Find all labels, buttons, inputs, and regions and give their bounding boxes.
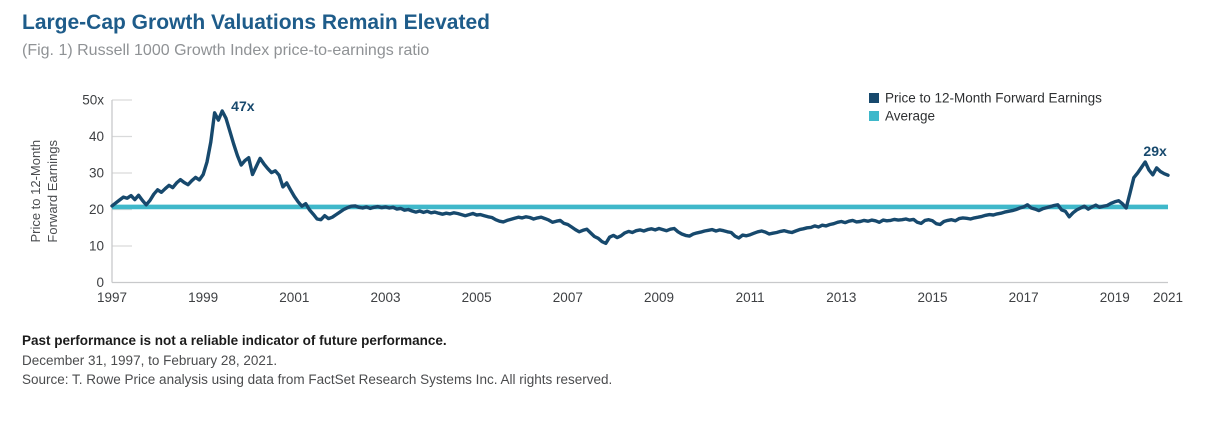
y-axis-title: Price to 12-Month	[28, 140, 43, 243]
value-annotation: 29x	[1143, 143, 1167, 159]
x-tick-label: 2011	[736, 290, 765, 305]
x-tick-label: 2003	[370, 290, 400, 305]
legend-swatch	[869, 111, 879, 121]
pe-ratio-chart: 0 10 20 30 40 50x Price to 12-Month Forward Ear…	[28, 91, 1183, 306]
y-tick-label: 10	[89, 239, 104, 254]
page-title: Large-Cap Growth Valuations Remain Eleva…	[22, 11, 490, 34]
x-tick-label: 2017	[1009, 290, 1039, 305]
x-tick-label: 2007	[553, 290, 583, 305]
footnote-block: Past performance is not a reliable indic…	[22, 331, 612, 390]
figure-subtitle: (Fig. 1) Russell 1000 Growth Index price…	[22, 42, 430, 59]
y-axis-title: Forward Earnings	[45, 139, 60, 242]
x-tick-label: 2001	[279, 290, 309, 305]
x-tick-label: 2009	[644, 290, 674, 305]
x-tick-label: 2013	[826, 290, 856, 305]
x-tick-label: 2019	[1100, 290, 1130, 305]
footnote-past-performance: Past performance is not a reliable indic…	[22, 333, 447, 348]
legend-label: Price to 12-Month Forward Earnings	[885, 91, 1102, 106]
legend-label: Average	[885, 109, 935, 124]
y-tick-label: 30	[89, 166, 104, 181]
footnote-source: Source: T. Rowe Price analysis using dat…	[22, 372, 613, 387]
x-tick-label: 2015	[917, 290, 947, 305]
y-tick-label: 40	[89, 129, 104, 144]
y-tick-label: 20	[89, 202, 104, 217]
footnote-date-range: December 31, 1997, to February 28, 2021.	[22, 352, 278, 368]
value-annotation: 47x	[231, 98, 255, 114]
x-tick-label: 1997	[97, 290, 127, 305]
legend-swatch	[869, 93, 879, 103]
x-tick-label: 1999	[188, 290, 218, 305]
x-tick-label: 2021	[1153, 290, 1183, 305]
x-tick-label: 2005	[462, 290, 492, 305]
y-tick-label: 0	[96, 275, 104, 290]
y-tick-label: 50x	[82, 93, 104, 108]
pe-ratio-line	[110, 109, 1170, 246]
